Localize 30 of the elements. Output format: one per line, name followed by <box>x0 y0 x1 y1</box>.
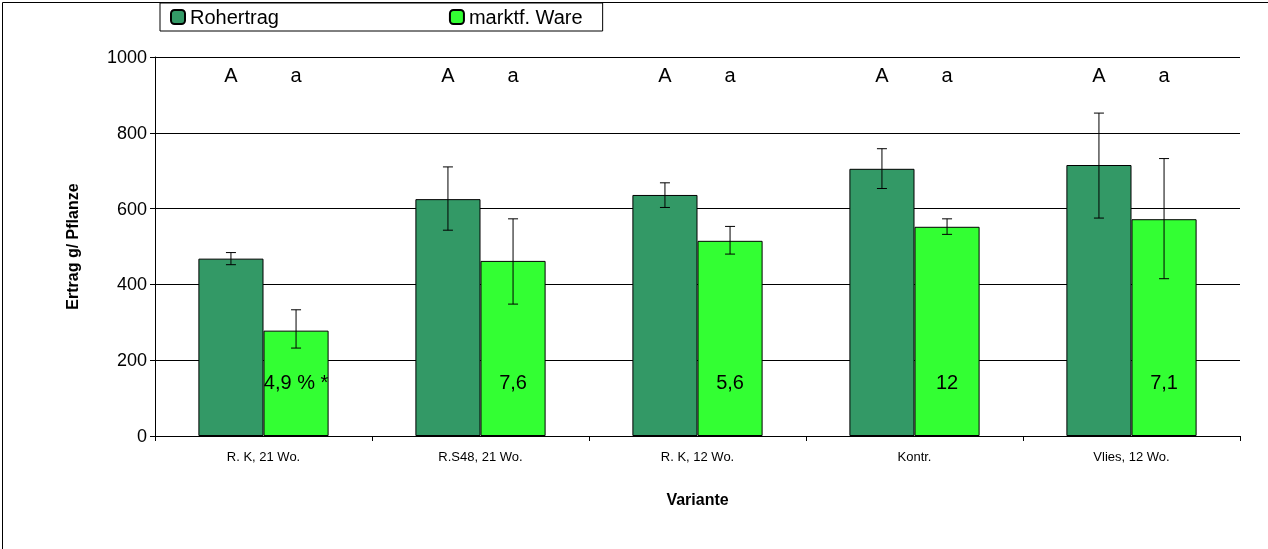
annotation: A <box>224 64 239 86</box>
annotation: 7,6 <box>499 371 527 393</box>
annotation: a <box>941 64 954 86</box>
y-tick-label: 600 <box>116 198 147 219</box>
annotation: 4,9 % * <box>263 371 329 393</box>
annotation: 7,1 <box>1150 371 1178 393</box>
x-axis-title: Variante <box>666 490 729 508</box>
x-tick-label: Kontr. <box>897 449 932 464</box>
y-tick-label: 800 <box>116 122 147 143</box>
y-tick-label: 200 <box>116 350 147 371</box>
legend-label: marktf. Ware <box>468 6 583 28</box>
annotation: A <box>875 64 890 86</box>
annotation: 5,6 <box>716 371 744 393</box>
legend-label: Rohertrag <box>190 6 279 28</box>
annotation: a <box>290 64 303 86</box>
x-tick-label: R. K, 12 Wo. <box>660 449 735 464</box>
y-axis-title: Ertrag g/ Pflanze <box>63 183 81 310</box>
x-tick-label: R.S48, 21 Wo. <box>438 449 523 464</box>
x-tick-label: R. K, 21 Wo. <box>226 449 301 464</box>
annotation: A <box>1092 64 1107 86</box>
annotation: a <box>507 64 520 86</box>
x-tick-label: Vlies, 12 Wo. <box>1093 449 1170 464</box>
annotation: a <box>724 64 737 86</box>
annotation: a <box>1158 64 1171 86</box>
annotation: 12 <box>935 371 959 393</box>
annotation: A <box>658 64 673 86</box>
y-tick-label: 1000 <box>106 47 147 67</box>
y-tick-label: 0 <box>136 426 147 446</box>
y-tick-label: 400 <box>116 274 147 295</box>
annotation: A <box>441 64 456 86</box>
